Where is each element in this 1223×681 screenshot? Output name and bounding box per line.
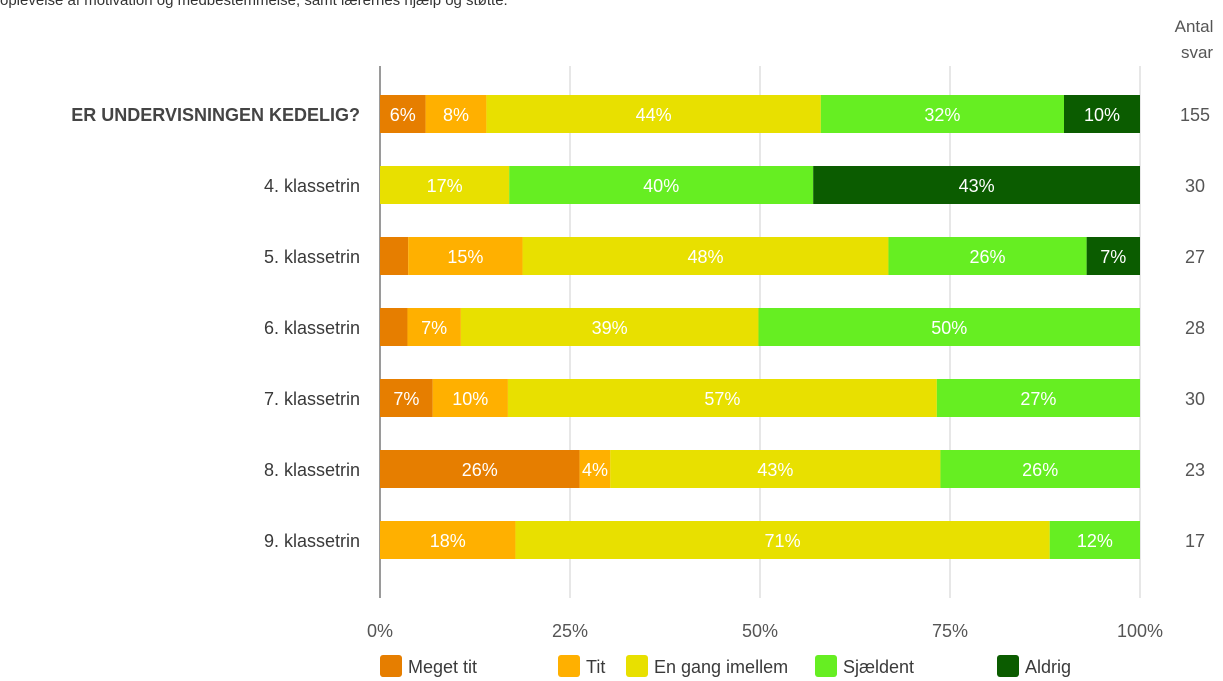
- count-label: 23: [1185, 460, 1205, 480]
- data-label: 39%: [592, 318, 628, 338]
- count-label: 155: [1180, 105, 1210, 125]
- data-label: 44%: [636, 105, 672, 125]
- x-tick-label: 0%: [367, 621, 393, 641]
- data-label: 7%: [421, 318, 447, 338]
- bar-segment: [522, 237, 889, 275]
- bar-segment: [820, 95, 1064, 133]
- count-header-line2: svar: [1181, 43, 1213, 62]
- x-tick-label: 75%: [932, 621, 968, 641]
- legend-swatch: [380, 655, 402, 677]
- bar-segment: [380, 95, 426, 133]
- data-label: 43%: [757, 460, 793, 480]
- data-label: 32%: [924, 105, 960, 125]
- bar-segment: [940, 450, 1140, 488]
- x-tick-labels: 0% 25% 50% 75% 100%: [367, 621, 1163, 641]
- data-label: 10%: [452, 389, 488, 409]
- data-label: 26%: [970, 247, 1006, 267]
- legend-label: Sjældent: [843, 657, 914, 677]
- data-label: 17%: [427, 176, 463, 196]
- data-label: 12%: [1077, 531, 1113, 551]
- legend-swatch: [626, 655, 648, 677]
- bar-segment: [425, 95, 487, 133]
- category-labels: ER UNDERVISNINGEN KEDELIG? 4. klassetrin 5…: [71, 105, 360, 551]
- bar-segment: [380, 237, 409, 275]
- data-label: 50%: [931, 318, 967, 338]
- category-label: ER UNDERVISNINGEN KEDELIG?: [71, 105, 360, 125]
- count-label: 30: [1185, 176, 1205, 196]
- bar-segment: [610, 450, 941, 488]
- x-tick-label: 50%: [742, 621, 778, 641]
- bar-segment: [888, 237, 1087, 275]
- bar-segment: [380, 521, 516, 559]
- data-label: 57%: [704, 389, 740, 409]
- count-label: 28: [1185, 318, 1205, 338]
- data-label: 43%: [959, 176, 995, 196]
- bars: [380, 95, 1140, 559]
- bar-segment: [380, 379, 433, 417]
- bar-segment: [1049, 521, 1140, 559]
- data-label: 7%: [393, 389, 419, 409]
- bar-segment: [408, 237, 523, 275]
- legend-label: Aldrig: [1025, 657, 1071, 677]
- legend-swatch: [997, 655, 1019, 677]
- bar-segment: [380, 308, 408, 346]
- legend-swatch: [815, 655, 837, 677]
- count-label: 30: [1185, 389, 1205, 409]
- bar-segment: [515, 521, 1050, 559]
- data-label: 27%: [1020, 389, 1056, 409]
- x-tick-label: 25%: [552, 621, 588, 641]
- bar-segment: [432, 379, 508, 417]
- data-label: 6%: [390, 105, 416, 125]
- category-label: 9. klassetrin: [264, 531, 360, 551]
- legend-label: Tit: [586, 657, 605, 677]
- legend-label: Meget tit: [408, 657, 477, 677]
- category-label: 5. klassetrin: [264, 247, 360, 267]
- data-label: 48%: [687, 247, 723, 267]
- data-label: 8%: [443, 105, 469, 125]
- bar-segment: [1064, 95, 1140, 133]
- category-label: 6. klassetrin: [264, 318, 360, 338]
- data-label: 7%: [1100, 247, 1126, 267]
- legend: Meget tit Tit En gang imellem Sjældent Aldri…: [380, 655, 1071, 677]
- category-label: 4. klassetrin: [264, 176, 360, 196]
- x-tick-label: 100%: [1117, 621, 1163, 641]
- data-label: 71%: [765, 531, 801, 551]
- category-label: 8. klassetrin: [264, 460, 360, 480]
- data-label: 15%: [447, 247, 483, 267]
- count-labels: 155 30 27 28 30 23 17: [1180, 105, 1210, 551]
- bar-segment: [1086, 237, 1140, 275]
- data-label: 4%: [582, 460, 608, 480]
- bar-segment: [380, 166, 510, 204]
- legend-swatch: [558, 655, 580, 677]
- data-label: 26%: [462, 460, 498, 480]
- count-label: 17: [1185, 531, 1205, 551]
- data-label: 10%: [1084, 105, 1120, 125]
- data-label: 40%: [643, 176, 679, 196]
- intro-text: oplevelse af motivation og medbestemmels…: [0, 0, 508, 9]
- legend-label: En gang imellem: [654, 657, 788, 677]
- bar-segment: [813, 166, 1140, 204]
- bar-segment: [486, 95, 821, 133]
- count-header-line1: Antal: [1175, 17, 1214, 36]
- bar-segment: [380, 450, 580, 488]
- bar-segment: [936, 379, 1140, 417]
- bar-segment: [579, 450, 611, 488]
- bar-segment: [460, 308, 759, 346]
- count-label: 27: [1185, 247, 1205, 267]
- segment-labels: 6% 8% 44% 32% 10% 17% 40% 43% 15% 48% 26% 7% 7% 39% 50…: [390, 105, 1127, 551]
- bar-segment: [509, 166, 814, 204]
- data-label: 18%: [430, 531, 466, 551]
- data-label: 26%: [1022, 460, 1058, 480]
- bar-segment: [758, 308, 1140, 346]
- bar-segment: [407, 308, 461, 346]
- bar-segment: [507, 379, 937, 417]
- category-label: 7. klassetrin: [264, 389, 360, 409]
